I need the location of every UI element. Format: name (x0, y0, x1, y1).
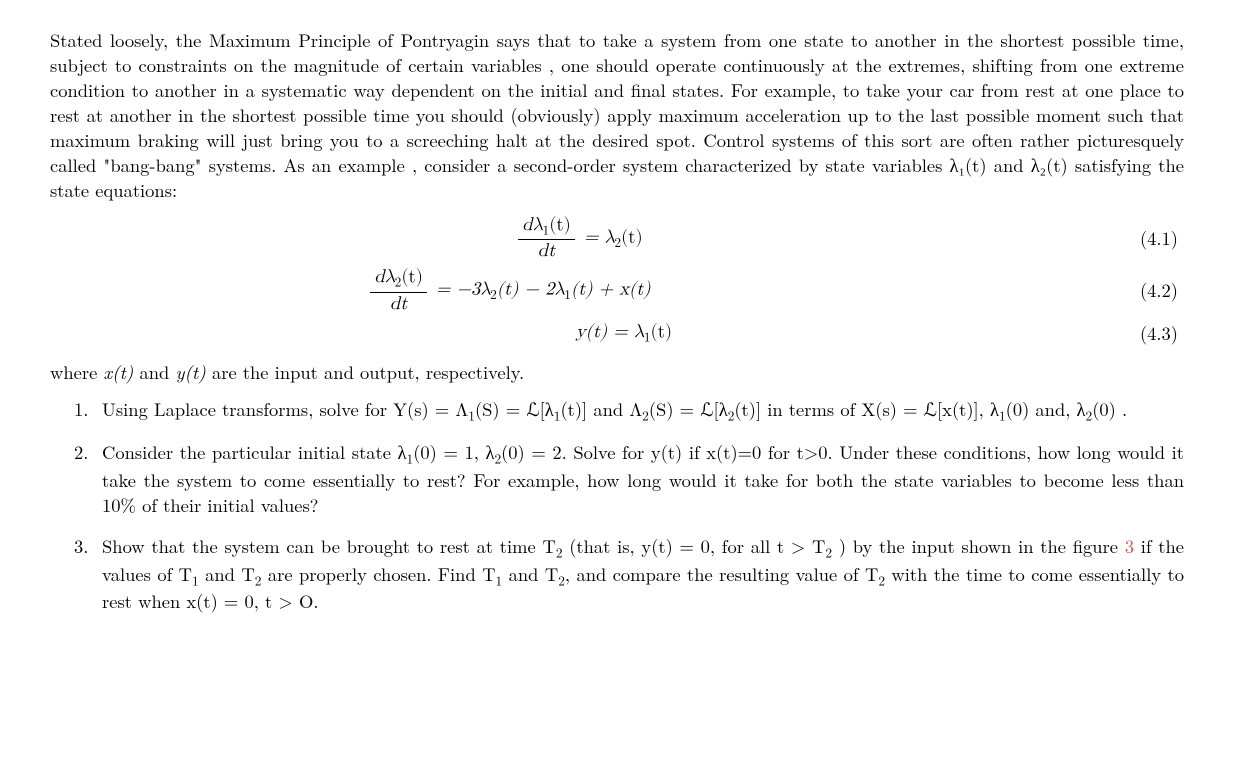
equation-label-4-2: (4.2) (1108, 278, 1184, 303)
equation-block: dλ1(t) dt = λ2(t) (4.1) dλ2(t) dt = −3λ2… (50, 215, 1184, 348)
figure-ref-3: 3 (1125, 533, 1134, 559)
equation-4-2: dλ2(t) dt = −3λ2(t) − 2λ1(t) + x(t) (4.2… (50, 267, 1184, 314)
equation-label-4-3: (4.3) (1108, 321, 1184, 346)
item-marker: 3. (74, 534, 102, 614)
list-item-3: 3. Show that the system can be brought t… (50, 534, 1184, 614)
enumerated-list: 1. Using Laplace transforms, solve for Y… (50, 397, 1184, 615)
where-text: where x(t) and y(t) are the input and ou… (50, 359, 524, 385)
list-item-2: 2. Consider the particular initial state… (50, 440, 1184, 518)
item-marker: 2. (74, 440, 102, 518)
equation-label-4-1: (4.1) (1108, 226, 1184, 251)
intro-paragraph: Stated loosely, the Maximum Principle of… (50, 28, 1184, 203)
list-item-1: 1. Using Laplace transforms, solve for Y… (50, 397, 1184, 425)
item-marker: 1. (74, 397, 102, 425)
equation-4-3: y(t) = λ1(t) (4.3) (50, 320, 1184, 348)
where-paragraph: where x(t) and y(t) are the input and ou… (50, 360, 1184, 385)
equation-4-1: dλ1(t) dt = λ2(t) (4.1) (50, 215, 1184, 262)
